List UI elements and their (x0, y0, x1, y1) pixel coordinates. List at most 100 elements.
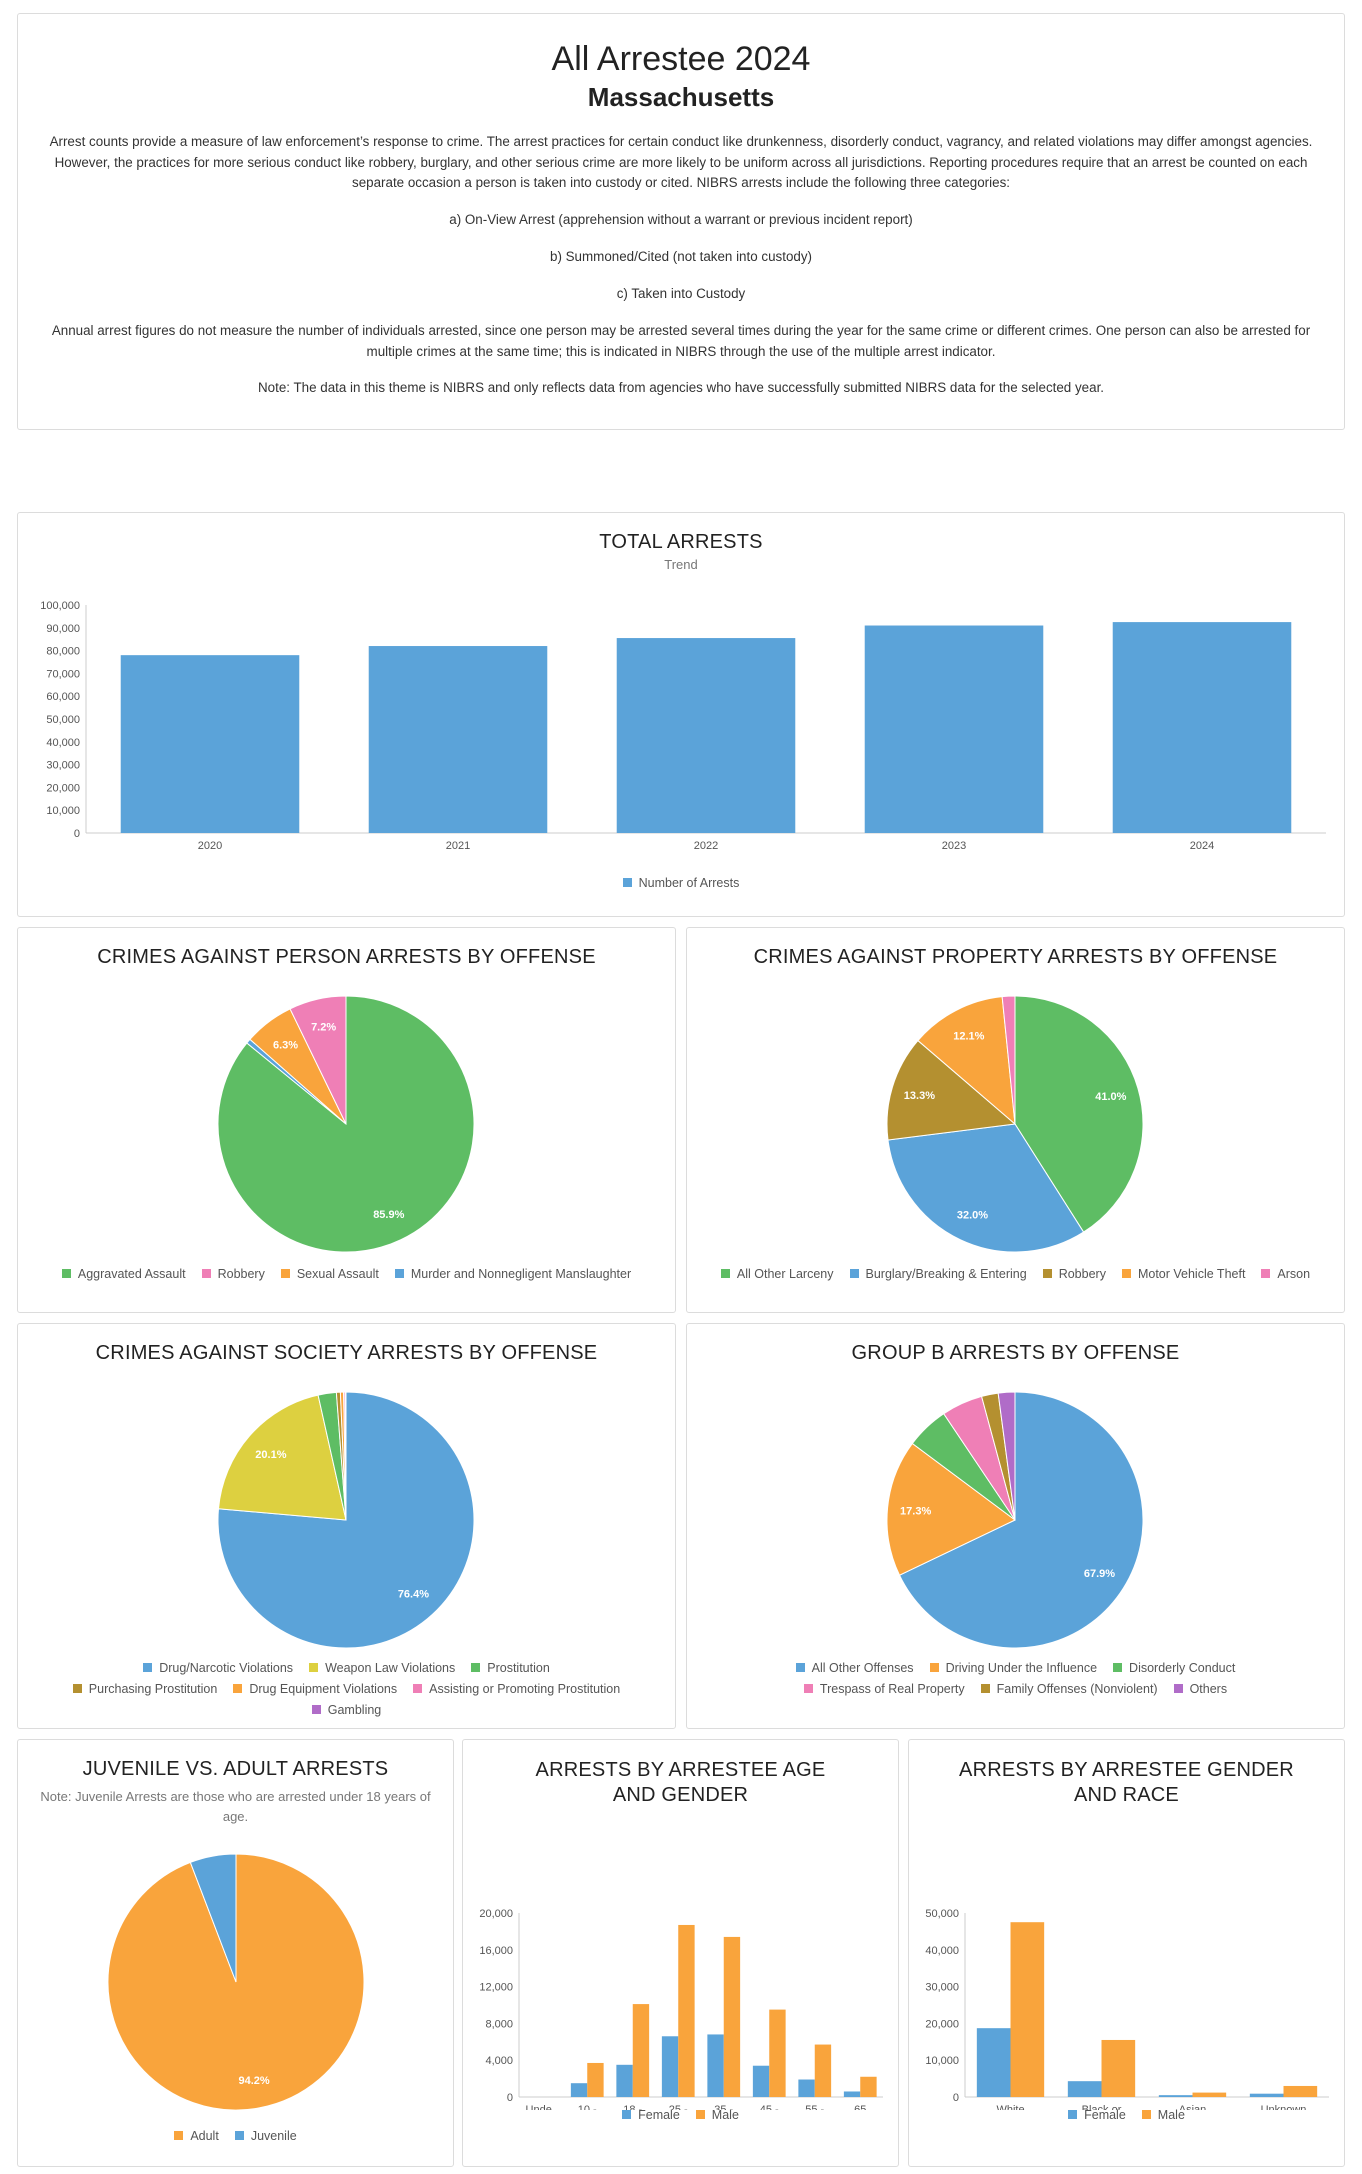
legend-item[interactable]: Motor Vehicle Theft (1121, 1264, 1246, 1285)
person-legend: Aggravated Assault Robbery Sexual Assault M… (18, 1264, 675, 1285)
legend-item[interactable]: Gambling (311, 1700, 381, 1721)
legend-swatch (1068, 2110, 1078, 2119)
legend-item[interactable]: Male (1141, 2105, 1185, 2126)
bar (707, 2034, 724, 2097)
legend-swatch (234, 2131, 244, 2140)
legend-swatch (695, 2110, 705, 2119)
legend-label: Family Offenses (Nonviolent) (996, 1682, 1158, 1696)
legend-swatch (471, 1663, 481, 1672)
legend-item[interactable]: Female (622, 2105, 680, 2126)
chart-title: GROUP B ARRESTS BY OFFENSE (851, 1342, 1180, 1364)
groupb-legend: All Other Offenses Driving Under the Infl… (687, 1658, 1344, 1700)
category-c: c) Taken into Custody (616, 286, 746, 301)
slice-label: 6.3% (273, 1040, 298, 1052)
legend-item[interactable]: Trespass of Real Property (803, 1679, 965, 1700)
y-tick-label: 30,000 (925, 1982, 959, 1994)
bar (1101, 2039, 1136, 2097)
y-tick-label: 50,000 (46, 714, 80, 726)
legend-item[interactable]: Sexual Assault (280, 1264, 379, 1285)
pie-slice (886, 1442, 1016, 1576)
pie-slice (289, 995, 347, 1125)
legend-item[interactable]: Murder and Nonnegligent Manslaughter (394, 1264, 632, 1285)
groupb-pie-chart: 67.9% 17.3% (886, 1391, 1144, 1649)
legend-item[interactable]: Arson (1261, 1264, 1310, 1285)
legend-label: Robbery (217, 1267, 265, 1281)
y-tick-label: 70,000 (46, 668, 80, 680)
legend-label: Driving Under the Influence (945, 1661, 1098, 1675)
legend-item[interactable]: Others (1173, 1679, 1227, 1700)
legend-swatch (622, 878, 632, 887)
chart-title: ARRESTS BY ARRESTEE AGE AND GENDER (535, 1759, 826, 1806)
legend-swatch (1173, 1684, 1183, 1693)
page-title: All Arrestee 2024 (551, 40, 811, 78)
x-tick-label: Asian (1179, 2104, 1207, 2110)
chart-title: JUVENILE VS. ADULT ARRESTS (82, 1758, 389, 1780)
x-tick-label: Black or (1082, 2104, 1122, 2110)
legend-swatch (201, 1269, 211, 1278)
age-gender-chart: 04,0008,00012,00016,00020,000Unde..1010 … (479, 1908, 883, 2110)
bar (120, 655, 300, 833)
intro-card: All Arrestee 2024 Massachusetts Arrest c… (17, 13, 1345, 430)
person-card: CRIMES AGAINST PERSON ARRESTS BY OFFENSE… (17, 927, 676, 1313)
annual-note: Annual arrest figures do not measure the… (51, 323, 1311, 359)
bar (1283, 2085, 1318, 2097)
bar (752, 2065, 770, 2097)
y-tick-label: 0 (507, 2092, 513, 2104)
legend-label: Disorderly Conduct (1129, 1661, 1236, 1675)
legend-item[interactable]: Aggravated Assault (61, 1264, 186, 1285)
legend-swatch (61, 1269, 71, 1278)
legend-item[interactable]: Juvenile (234, 2126, 297, 2147)
bar (1112, 622, 1292, 833)
x-tick-label: 35 - (714, 2104, 733, 2110)
juvenile-pie-chart: 94.2% (107, 1853, 365, 2111)
society-pie-chart: 76.4% 20.1% (217, 1391, 475, 1649)
age-gender-card: ARRESTS BY ARRESTEE AGE AND GENDER 0 4,00… (462, 1739, 899, 2167)
bar (1067, 2081, 1102, 2097)
legend-swatch (720, 1269, 730, 1278)
legend-swatch (1141, 2110, 1151, 2119)
legend-item[interactable]: Drug Equipment Violations (233, 1679, 397, 1700)
chart-title: CRIMES AGAINST SOCIETY ARRESTS BY OFFENS… (95, 1342, 598, 1364)
y-tick-label: 50,000 (925, 1908, 959, 1920)
legend-item[interactable]: Family Offenses (Nonviolent) (980, 1679, 1158, 1700)
legend-label: Assisting or Promoting Prostitution (429, 1682, 621, 1696)
bar (769, 2009, 786, 2097)
y-tick-label: 10,000 (925, 2055, 959, 2067)
bar (570, 2083, 588, 2097)
legend-item[interactable]: Weapon Law Violations (309, 1658, 455, 1679)
legend-item[interactable]: Robbery (1042, 1264, 1106, 1285)
legend-label: Arson (1277, 1267, 1311, 1281)
legend-item[interactable]: Drug/Narcotic Violations (143, 1658, 293, 1679)
legend-label: Drug Equipment Violations (249, 1682, 398, 1696)
legend-item[interactable]: Purchasing Prostitution (72, 1679, 217, 1700)
bar (678, 1924, 695, 2097)
legend-swatch (803, 1684, 813, 1693)
x-tick-label: 10 - (578, 2104, 597, 2110)
legend-label: Motor Vehicle Theft (1137, 1267, 1246, 1281)
legend-item[interactable]: Burglary/Breaking & Entering (849, 1264, 1027, 1285)
bar (1010, 1922, 1045, 2097)
slice-label: 17.3% (900, 1505, 931, 1517)
legend-item[interactable]: Female (1068, 2105, 1126, 2126)
y-tick-label: 40,000 (46, 737, 80, 749)
legend-item[interactable]: Driving Under the Influence (929, 1658, 1098, 1679)
legend-item[interactable]: Adult (174, 2126, 219, 2147)
legend-label: Murder and Nonnegligent Manslaughter (410, 1267, 632, 1281)
y-tick-label: 100,000 (40, 600, 80, 612)
legend-item[interactable]: Assisting or Promoting Prostitution (413, 1679, 620, 1700)
legend-item[interactable]: Disorderly Conduct (1113, 1658, 1235, 1679)
legend-item[interactable]: Male (695, 2105, 739, 2126)
bar (632, 2004, 650, 2097)
legend-item[interactable]: Robbery (201, 1264, 265, 1285)
pie-slice (1001, 995, 1016, 1125)
legend-item[interactable]: All Other Larceny (720, 1264, 834, 1285)
x-tick-label: 2023 (942, 840, 966, 852)
legend-item[interactable]: Prostitution (471, 1658, 550, 1679)
legend-swatch (849, 1269, 859, 1278)
y-tick-label: 12,000 (479, 1982, 513, 1994)
legend-label: Juvenile (250, 2129, 297, 2143)
slice-label: 7.2% (311, 1022, 336, 1034)
chart-title: CRIMES AGAINST PERSON ARRESTS BY OFFENSE (97, 946, 596, 968)
legend-item[interactable]: All Other Offenses (795, 1658, 914, 1679)
legend-item[interactable]: Number of Arrests (622, 873, 739, 894)
